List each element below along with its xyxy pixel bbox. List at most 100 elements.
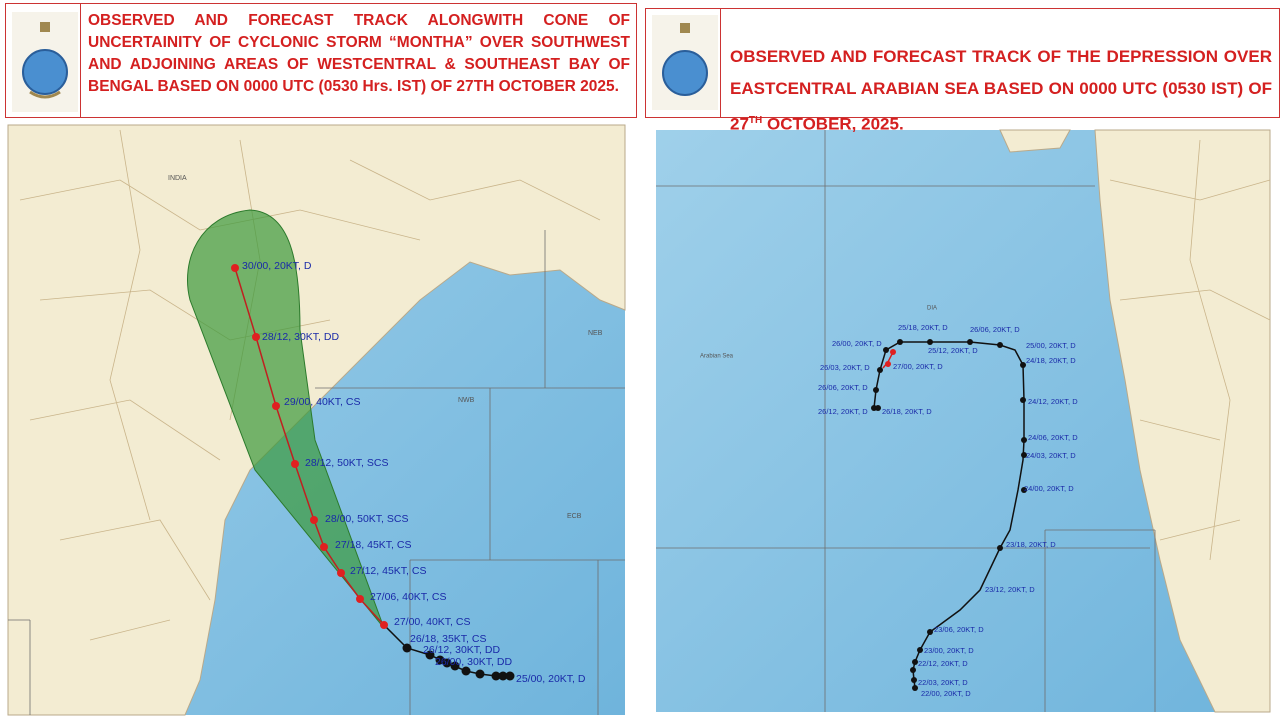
map-label: INDIA (168, 175, 187, 182)
track-point (435, 655, 445, 665)
track-point (450, 661, 460, 671)
track-point (927, 339, 933, 345)
track-label: 26/18, 20KT, D (882, 407, 932, 416)
track-point (910, 667, 916, 673)
map-label: NWB (458, 397, 475, 404)
left-borders (19, 129, 601, 641)
track-point (883, 347, 889, 353)
track-label: 23/00, 20KT, D (924, 646, 974, 655)
track-label: 24/03, 20KT, D (1026, 451, 1076, 460)
title-text: OBSERVED AND FORECAST TRACK OF THE DEPRE… (730, 47, 1272, 134)
track-label: 23/06, 20KT, D (934, 625, 984, 634)
track-point (252, 333, 260, 341)
track-point (272, 402, 280, 410)
track-point (967, 339, 973, 345)
track-label: 26/00, 20KT, D (832, 339, 882, 348)
track-point (461, 666, 471, 676)
title-text: OCTOBER, 2025. (762, 114, 904, 134)
track-point (425, 650, 435, 660)
track-point (402, 643, 412, 653)
track-label: 25/12, 20KT, D (928, 346, 978, 355)
right-header: OBSERVED AND FORECAST TRACK OF THE DEPRE… (645, 8, 1280, 134)
left-boundaries (8, 230, 625, 715)
track-point (912, 659, 918, 665)
track-point (875, 405, 881, 411)
track-point (356, 595, 364, 603)
track-label: 28/12, 50KT, SCS (305, 457, 388, 469)
left-header: OBSERVED AND FORECAST TRACK ALONGWITH CO… (5, 3, 637, 118)
track-point (890, 349, 896, 355)
track-label: 26/00, 30KT, DD (435, 656, 512, 668)
track-point (927, 629, 933, 635)
track-label: 26/12, 20KT, D (818, 407, 868, 416)
left-land (7, 124, 626, 716)
right-land-north (999, 129, 1071, 153)
right-land (1094, 129, 1271, 713)
track-point (997, 342, 1003, 348)
track-point (505, 671, 515, 681)
track-label: 22/00, 20KT, D (921, 689, 971, 698)
track-label: 25/00, 20KT, D (516, 673, 586, 685)
track-point (491, 671, 501, 681)
track-point (231, 264, 239, 272)
track-point (917, 647, 923, 653)
map-label: ECB (567, 513, 582, 520)
map-label: Arabian Sea (700, 354, 734, 360)
track-label: 26/06, 20KT, D (970, 325, 1020, 334)
track-label: 30/00, 20KT, D (242, 260, 312, 272)
track-label: 28/12, 30KT, DD (262, 331, 339, 343)
map-label: DIA (927, 306, 937, 312)
track-label: 22/12, 20KT, D (918, 659, 968, 668)
track-label: 27/12, 45KT, CS (350, 565, 426, 577)
cone-of-uncertainty (187, 209, 385, 629)
track-label: 28/00, 50KT, SCS (325, 513, 408, 525)
track-point (291, 460, 299, 468)
track-point (897, 339, 903, 345)
track-point (498, 671, 508, 681)
track-label: 27/18, 45KT, CS (335, 539, 411, 551)
track-point (337, 569, 345, 577)
track-point (1020, 362, 1026, 368)
track-point (912, 685, 918, 691)
track-label: 27/00, 20KT, D (893, 362, 943, 371)
track-label: 27/00, 40KT, CS (394, 616, 470, 628)
track-label: 24/00, 20KT, D (1024, 484, 1074, 493)
right-boundaries (656, 130, 1156, 712)
track-label: 27/06, 40KT, CS (370, 591, 446, 603)
track-point (1021, 437, 1027, 443)
title: OBSERVED AND FORECAST TRACK ALONGWITH CO… (88, 12, 630, 95)
track-point (380, 621, 388, 629)
track-label: 22/03, 20KT, D (918, 678, 968, 687)
track-label: 26/03, 20KT, D (820, 363, 870, 372)
right-borders (1109, 139, 1271, 561)
track-label: 23/12, 20KT, D (985, 585, 1035, 594)
track-point (475, 669, 485, 679)
track-label: 26/12, 30KT, DD (423, 644, 500, 656)
track-label: 24/06, 20KT, D (1028, 433, 1078, 442)
map-label: NEB (588, 330, 603, 337)
track-label: 26/06, 20KT, D (818, 383, 868, 392)
track-label: 25/18, 20KT, D (898, 323, 948, 332)
track-point (911, 677, 917, 683)
emblem (12, 12, 78, 112)
track-point (997, 545, 1003, 551)
track-label: 26/18, 35KT, CS (410, 633, 486, 645)
track-point (442, 658, 452, 668)
track-point (1021, 487, 1027, 493)
title: OBSERVED AND FORECAST TRACK OF THE DEPRE… (730, 41, 1272, 141)
track-label: 24/18, 20KT, D (1026, 356, 1076, 365)
track-label: 24/12, 20KT, D (1028, 397, 1078, 406)
track-point (873, 387, 879, 393)
track-point (320, 543, 328, 551)
track-label: 23/18, 20KT, D (1006, 540, 1056, 549)
track-point (310, 516, 318, 524)
track-point (1021, 452, 1027, 458)
track-point (877, 367, 883, 373)
title-superscript: TH (748, 115, 763, 126)
track-point (885, 361, 891, 367)
track-point (1020, 397, 1026, 403)
track-label: 25/00, 20KT, D (1026, 341, 1076, 350)
track-label: 29/00, 40KT, CS (284, 396, 360, 408)
